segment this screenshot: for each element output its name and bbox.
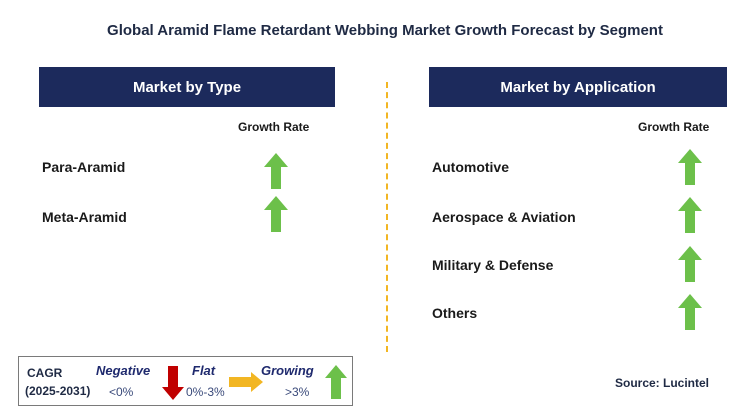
legend-negative-value: <0% <box>109 385 134 399</box>
legend-flat-value: 0%-3% <box>186 385 225 399</box>
up-arrow-icon <box>678 294 702 330</box>
row-label-military-defense: Military & Defense <box>432 257 554 273</box>
legend-growing-value: >3% <box>285 385 310 399</box>
source-note: Source: Lucintel <box>615 376 710 390</box>
type-panel-header: Market by Type <box>39 67 335 107</box>
legend-flat-label: Flat <box>192 363 216 378</box>
panel-divider <box>386 82 388 352</box>
row-label-aerospace-aviation: Aerospace & Aviation <box>432 209 576 225</box>
legend-period: (2025-2031) <box>25 384 91 398</box>
legend-cagr-label: CAGR <box>27 366 63 380</box>
chart-title: Global Aramid Flame Retardant Webbing Ma… <box>107 22 663 39</box>
up-arrow-icon <box>678 149 702 185</box>
down-arrow-icon <box>162 366 184 400</box>
cagr-legend: CAGR (2025-2031) Negative <0% Flat 0%-3%… <box>18 356 353 406</box>
row-label-meta-aramid: Meta-Aramid <box>42 209 127 225</box>
application-panel-header: Market by Application <box>429 67 727 107</box>
application-growth-rate-heading: Growth Rate <box>638 120 710 134</box>
up-arrow-icon <box>264 196 288 232</box>
up-arrow-icon <box>325 365 347 399</box>
right-arrow-icon <box>229 372 263 392</box>
up-arrow-icon <box>678 246 702 282</box>
row-label-para-aramid: Para-Aramid <box>42 159 126 175</box>
row-label-automotive: Automotive <box>432 159 509 175</box>
legend-growing-label: Growing <box>261 363 314 378</box>
type-growth-rate-heading: Growth Rate <box>238 120 310 134</box>
up-arrow-icon <box>264 153 288 189</box>
up-arrow-icon <box>678 197 702 233</box>
legend-negative-label: Negative <box>96 363 151 378</box>
row-label-others: Others <box>432 305 478 321</box>
